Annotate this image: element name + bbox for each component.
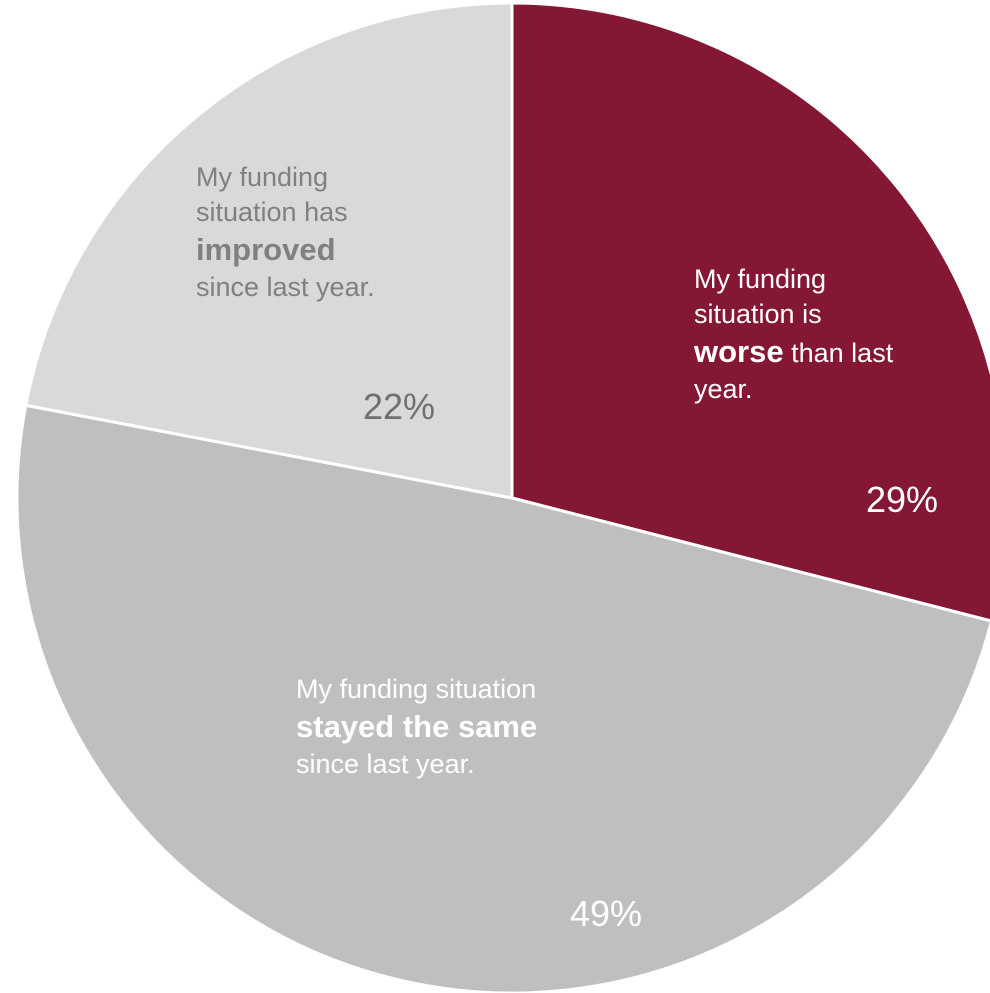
slice-label-improved: My funding situation has improved since … xyxy=(196,160,456,306)
slice-label-worse: My funding situation is worse than last … xyxy=(694,262,954,408)
slice-label-worse-after: than last year. xyxy=(694,338,894,405)
slice-label-same: My funding situation stayed the same sin… xyxy=(296,672,716,782)
slice-value-improved: 22% xyxy=(363,386,436,427)
slice-value-same: 49% xyxy=(570,893,643,934)
pie-slice-worse xyxy=(510,1,990,623)
pie-slice-same xyxy=(15,403,990,993)
slice-label-improved-after: since last year. xyxy=(196,272,375,303)
slice-label-improved-bold: improved xyxy=(196,232,336,268)
slice-label-same-before: My funding situation xyxy=(296,674,537,704)
slice-label-worse-bold: worse xyxy=(694,334,784,370)
slice-label-same-bold: stayed the same xyxy=(296,709,538,745)
pie-slices xyxy=(15,1,990,993)
slice-label-improved-before: My funding situation has xyxy=(196,162,348,228)
pie-slice-improved xyxy=(24,1,514,500)
slice-label-worse-line1: My funding situation is xyxy=(694,264,827,330)
slice-value-worse: 29% xyxy=(866,479,939,520)
slice-label-same-after: since last year. xyxy=(296,749,475,780)
